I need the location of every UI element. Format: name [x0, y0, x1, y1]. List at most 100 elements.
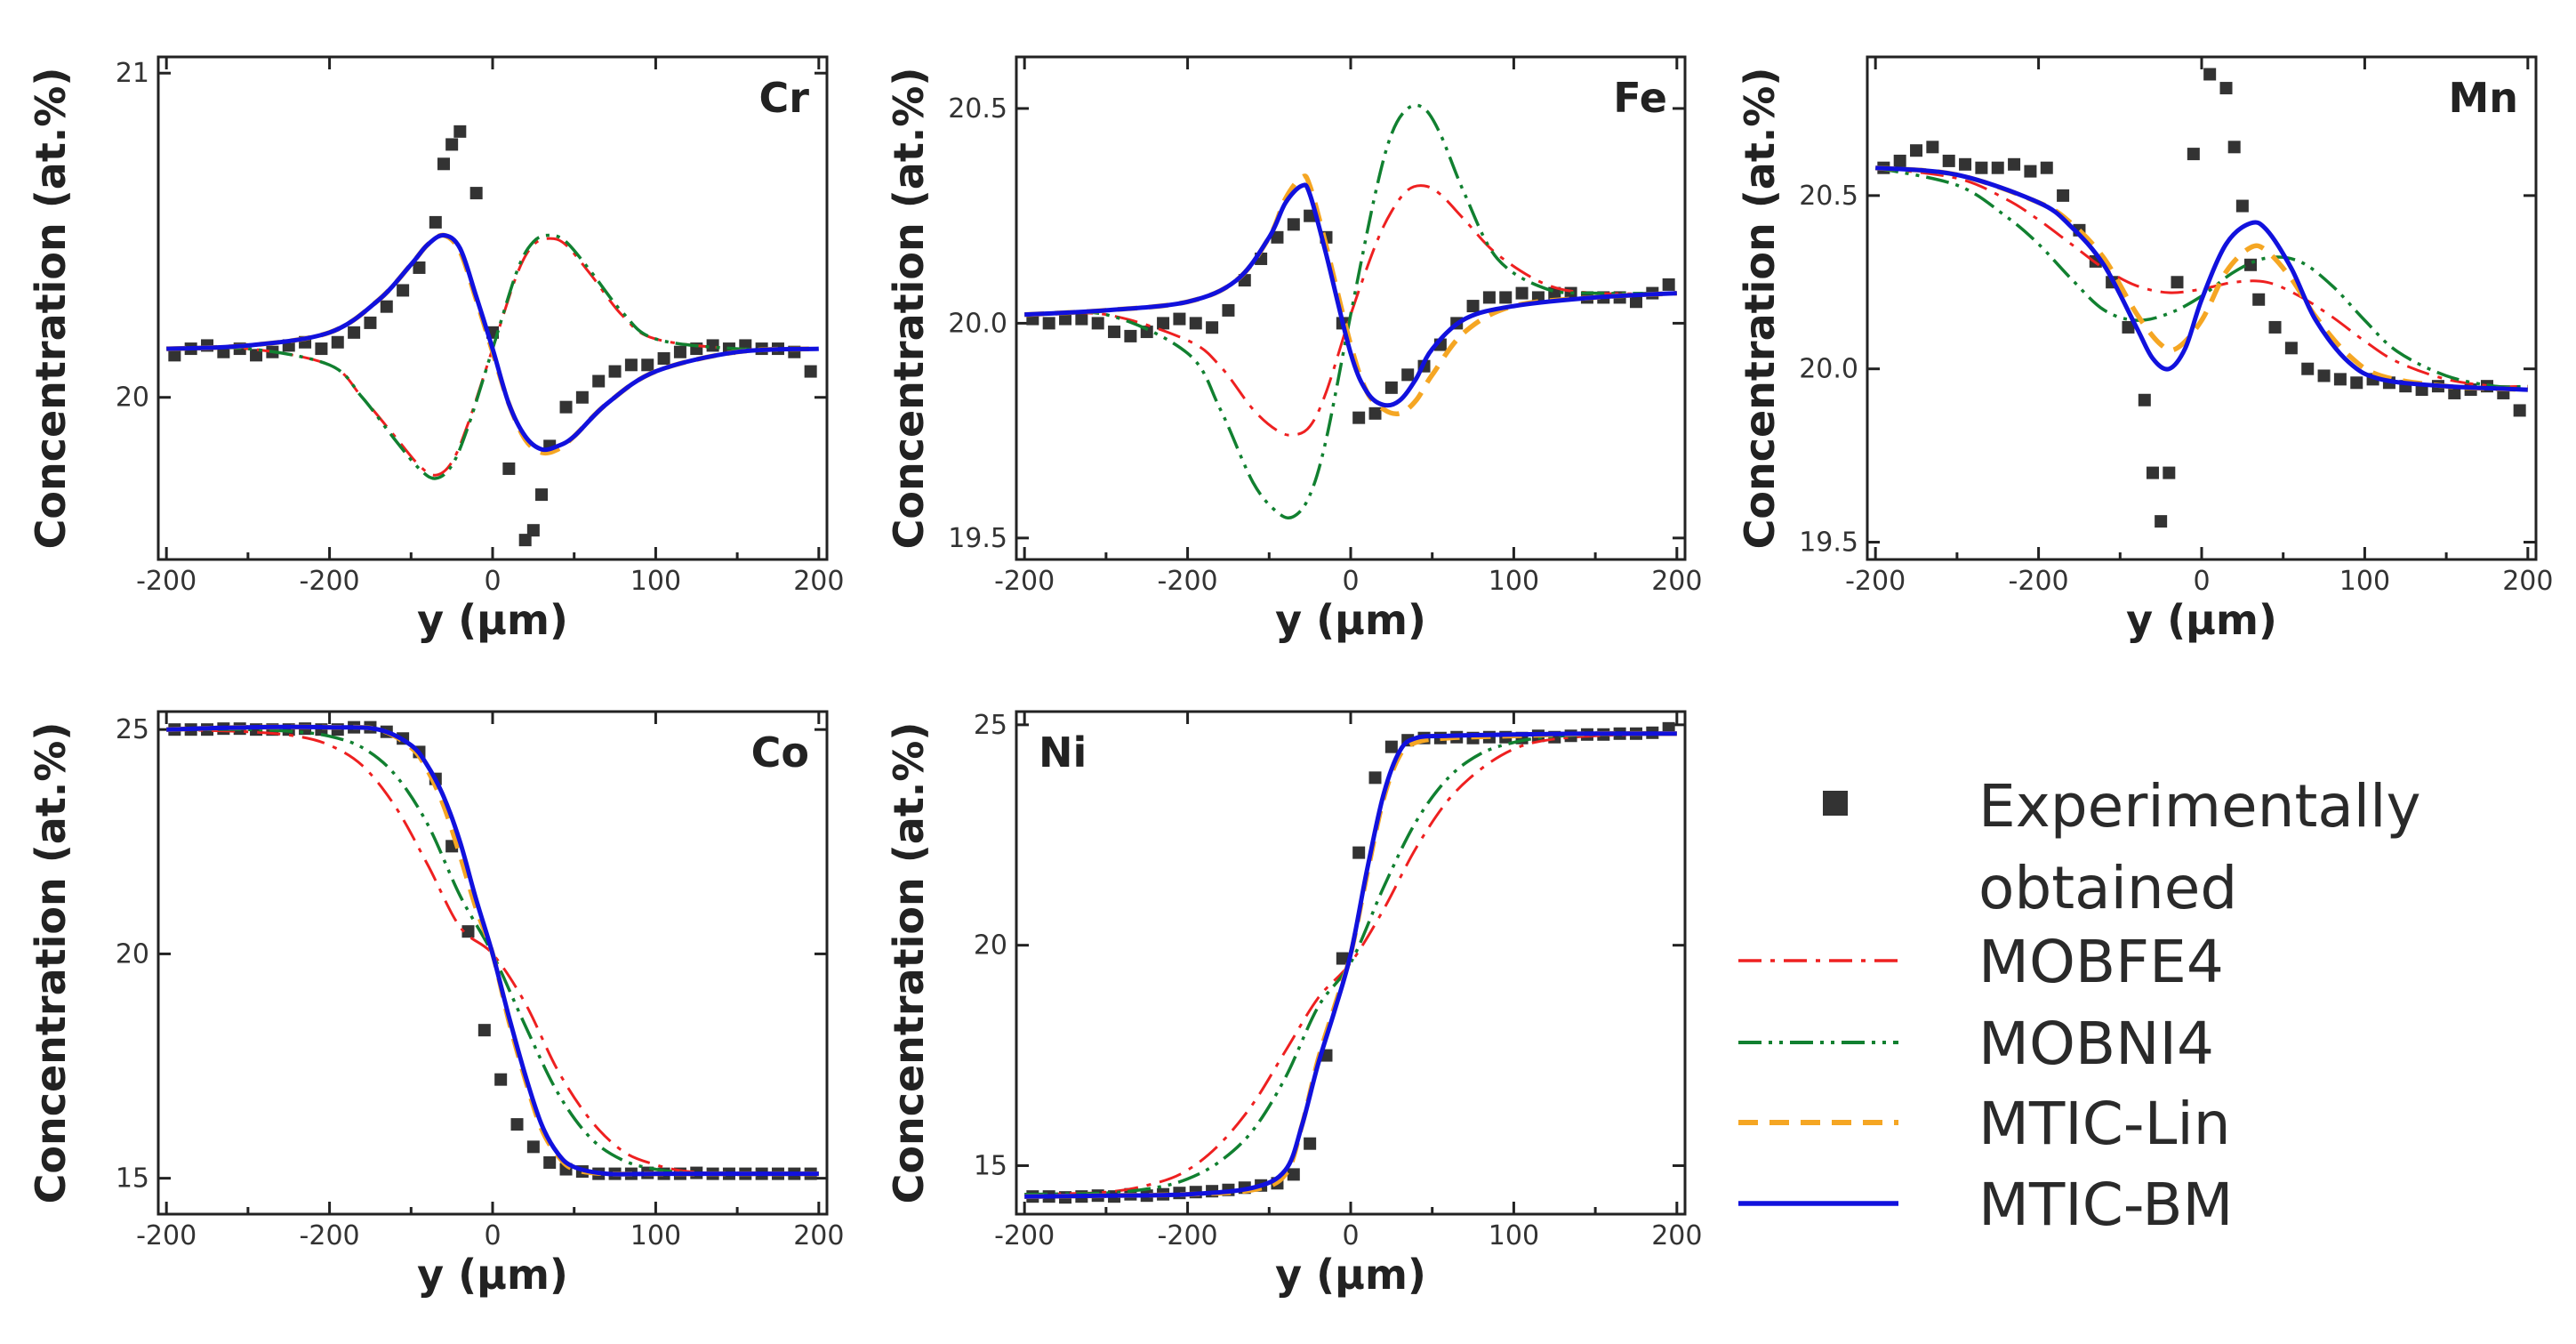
chart-mn: -200 -200 0 100 200 19.5 20.0 20.5 y (μm) Concent… [1736, 55, 2553, 644]
x-axis-label: y (μm) [1275, 596, 1426, 644]
data-point [510, 1118, 524, 1131]
data-point [2024, 165, 2037, 178]
x-tick-label: 200 [1651, 1220, 1702, 1251]
data-point [168, 349, 181, 362]
data-point [2268, 320, 2282, 334]
data-point [364, 316, 377, 329]
data-point [1991, 161, 2004, 174]
data-point [2448, 386, 2461, 399]
legend-entry-mtic-lin: MTIC-Lin [1738, 1090, 2231, 1158]
series-line-mobfe4 [1024, 732, 1677, 1196]
plot-area-fe [1024, 103, 1677, 520]
data-point [1368, 406, 1382, 420]
y-tick-label: 20.5 [948, 93, 1007, 125]
y-tick-label: 25 [974, 710, 1007, 741]
data-point [1499, 291, 1513, 304]
data-point [2057, 189, 2070, 202]
x-tick-label: -200 [2009, 566, 2069, 597]
data-point [2163, 466, 2176, 479]
data-point [1352, 411, 1366, 424]
data-point [397, 284, 410, 297]
data-point [1910, 144, 1923, 157]
panel-title-mn: Mn [2448, 74, 2518, 122]
x-tick-label: -200 [1158, 1220, 1218, 1251]
data-point [1515, 286, 1529, 300]
data-point [1108, 326, 1121, 339]
data-point [543, 1155, 557, 1169]
legend-label: Experimentally [1978, 772, 2421, 841]
data-point [2301, 362, 2315, 375]
data-point [1466, 300, 1480, 313]
y-tick-label: 20 [974, 930, 1007, 962]
data-point [2146, 466, 2159, 479]
data-point [1189, 317, 1202, 330]
data-point [1287, 1168, 1300, 1181]
series-experimental [1026, 209, 1675, 424]
x-axis-label: y (μm) [1275, 1251, 1426, 1299]
data-point [2350, 376, 2363, 390]
data-point [526, 524, 540, 537]
series-line-mtic-bm [1024, 731, 1677, 1199]
data-point [2187, 148, 2200, 161]
x-tick-label: -200 [994, 566, 1055, 597]
data-point [1942, 154, 1955, 167]
data-point [2235, 199, 2249, 213]
data-point [1384, 740, 1398, 753]
y-tick-label: 19.5 [1799, 527, 1858, 559]
data-point [1482, 291, 1496, 304]
y-tick-label: 20 [116, 938, 149, 970]
data-point [429, 215, 442, 229]
data-point [1222, 303, 1235, 317]
data-point [2122, 320, 2135, 334]
data-point [2008, 157, 2021, 171]
data-point [469, 187, 483, 200]
data-point [1304, 1137, 1317, 1150]
data-point [1091, 317, 1104, 330]
y-tick-label: 20.5 [1799, 181, 1858, 212]
x-tick-label: 200 [793, 566, 844, 597]
y-tick-label: 15 [974, 1150, 1007, 1181]
y-axis-label: Concentration (at.%) [27, 68, 75, 550]
data-point [535, 488, 549, 502]
data-point [1124, 329, 1137, 342]
data-point [624, 358, 638, 372]
data-point [1662, 278, 1675, 291]
x-axis-label: y (μm) [417, 596, 568, 644]
data-point [526, 1140, 540, 1154]
plot-area-mn [1874, 68, 2528, 528]
x-axis-label: y (μm) [417, 1251, 568, 1299]
x-tick-label: 100 [1489, 566, 1539, 597]
x-tick-label: 200 [793, 1220, 844, 1251]
x-tick-label: 100 [630, 566, 681, 597]
data-point [2171, 276, 2184, 289]
data-point [608, 365, 622, 378]
y-axis-label: Concentration (at.%) [885, 68, 933, 550]
series-line-mtic-bm [166, 232, 819, 453]
data-point [2155, 515, 2168, 528]
data-point [453, 125, 467, 138]
y-tick-label: 21 [116, 58, 149, 89]
data-point [250, 349, 263, 362]
x-tick-label: 0 [484, 1220, 501, 1251]
y-tick-label: 15 [116, 1163, 149, 1195]
x-tick-label: -200 [300, 566, 360, 597]
chart-cr: -200 -200 0 100 200 20 21 y (μm) Concentration (… [27, 55, 844, 644]
y-tick-label: 20.0 [948, 308, 1007, 339]
plot-area-cr [166, 125, 819, 547]
legend-label: MTIC-Lin [1978, 1090, 2231, 1158]
chart-co: -200 -200 0 100 200 15 20 25 y (μm) Concentration… [27, 710, 844, 1299]
y-axis-label: Concentration (at.%) [1736, 68, 1784, 550]
x-tick-label: 200 [1651, 566, 1702, 597]
data-point [518, 534, 532, 547]
series-line-mobfe4 [166, 728, 819, 1176]
data-point [331, 335, 344, 349]
x-tick-label: -200 [300, 1220, 360, 1251]
y-tick-label: 20.0 [1799, 354, 1858, 385]
x-tick-label: -200 [1158, 566, 1218, 597]
data-point [2203, 68, 2217, 81]
data-point [1629, 295, 1642, 309]
data-point [1926, 141, 1939, 154]
legend-entry-mobni4: MOBNI4 [1738, 1010, 2214, 1078]
data-point [2513, 404, 2526, 417]
